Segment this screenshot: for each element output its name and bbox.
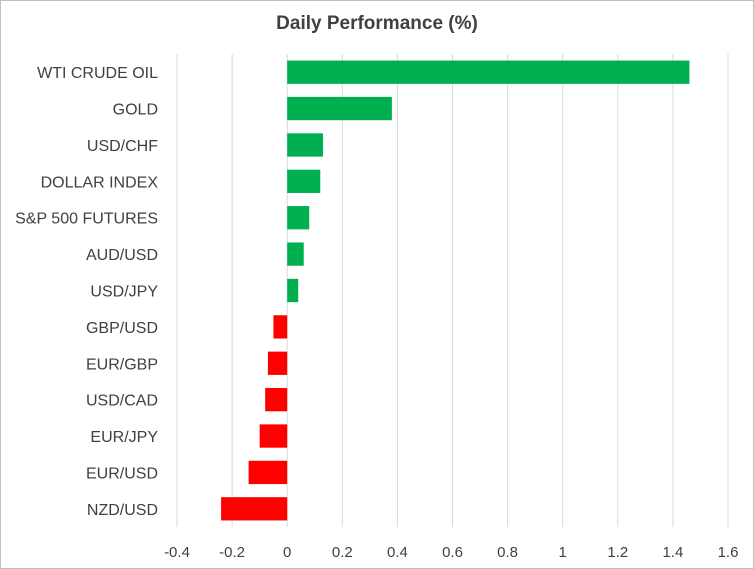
bar-dollar-index — [287, 169, 321, 193]
x-tick-label: 1.6 — [718, 544, 739, 561]
category-label: S&P 500 FUTURES — [15, 211, 158, 228]
category-label: EUR/GBP — [86, 356, 158, 373]
bar-usd-chf — [287, 133, 324, 157]
category-label: USD/JPY — [90, 284, 158, 301]
category-label: AUD/USD — [86, 247, 158, 264]
x-tick-label: -0.2 — [219, 544, 245, 561]
bar-wti-crude-oil — [287, 60, 690, 84]
x-tick-label: 0.2 — [332, 544, 353, 561]
category-label: USD/CHF — [87, 138, 158, 155]
chart-title: Daily Performance (%) — [276, 13, 478, 34]
x-tick-label: 0 — [283, 544, 291, 561]
x-tick-label: 1.4 — [662, 544, 683, 561]
x-tick-label: 1.2 — [607, 544, 628, 561]
category-label: WTI CRUDE OIL — [37, 65, 158, 82]
bar-eur-jpy — [259, 424, 288, 448]
x-tick-label: -0.4 — [164, 544, 190, 561]
category-label: EUR/USD — [86, 465, 158, 482]
bar-nzd-usd — [221, 497, 288, 521]
bar-eur-gbp — [267, 351, 288, 375]
category-label: NZD/USD — [87, 502, 158, 519]
bar-gbp-usd — [273, 315, 288, 339]
bar-aud-usd — [287, 242, 304, 266]
x-tick-label: 0.6 — [442, 544, 463, 561]
bar-s-p-500-futures — [287, 206, 310, 230]
category-label: DOLLAR INDEX — [41, 174, 159, 191]
category-label: GOLD — [113, 102, 158, 119]
bar-gold — [287, 96, 392, 121]
bar-eur-usd — [248, 460, 288, 485]
x-tick-label: 1 — [559, 544, 567, 561]
bar-usd-cad — [265, 388, 288, 412]
x-tick-label: 0.8 — [497, 544, 518, 561]
category-label: USD/CAD — [86, 393, 158, 410]
bar-usd-jpy — [287, 278, 299, 303]
category-label: EUR/JPY — [90, 429, 158, 446]
x-tick-label: 0.4 — [387, 544, 408, 561]
category-label: GBP/USD — [86, 320, 158, 337]
